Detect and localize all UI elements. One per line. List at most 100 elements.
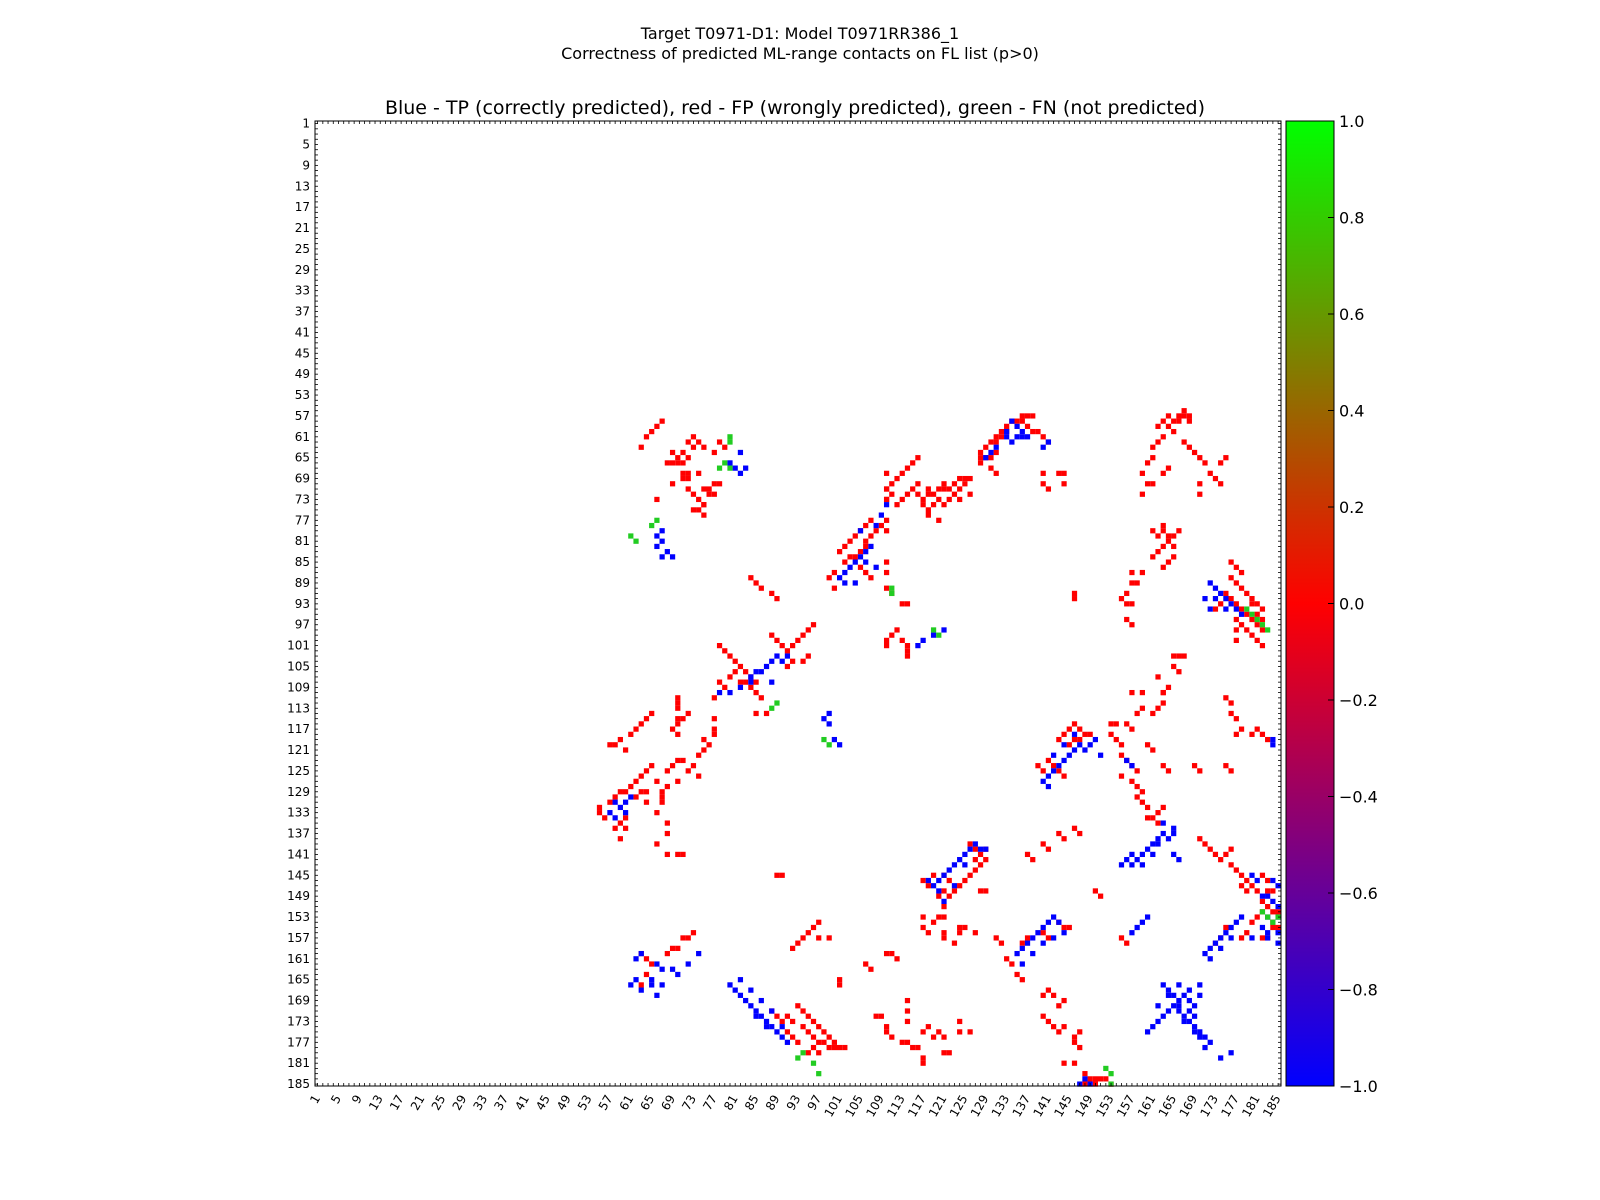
x-tick-label: 81 <box>721 1093 741 1113</box>
contact-tp <box>748 1003 754 1009</box>
contact-fp <box>795 637 801 643</box>
contact-tp <box>1160 820 1166 826</box>
contact-fp <box>649 428 655 435</box>
contact-fp <box>1040 930 1046 936</box>
contact-fp <box>993 449 999 456</box>
contact-fp <box>1004 956 1010 962</box>
colorbar-tick-label: −1.0 <box>1339 1077 1378 1096</box>
contact-fp <box>863 543 869 550</box>
contact-fp <box>1160 543 1166 550</box>
contact-fp <box>957 930 963 936</box>
contact-fp <box>977 851 984 858</box>
contact-fp <box>1040 1013 1046 1019</box>
x-tick-label: 117 <box>905 1093 929 1120</box>
contact-fp <box>962 475 968 482</box>
contact-fp <box>1030 428 1036 435</box>
contact-fp <box>711 449 717 456</box>
contact-fp <box>883 643 890 649</box>
contact-fp <box>612 742 618 748</box>
contact-fp <box>941 1050 947 1056</box>
contact-fp <box>920 1029 926 1035</box>
contact-tp <box>743 997 749 1004</box>
contact-tp <box>852 559 858 565</box>
contact-tp <box>622 810 629 816</box>
contact-fp <box>1202 841 1208 847</box>
contact-fp <box>1066 924 1072 931</box>
contact-tp <box>1181 1013 1187 1019</box>
contact-fp <box>883 950 890 957</box>
contact-fp <box>675 705 681 711</box>
contact-fp <box>753 580 759 586</box>
contact-fp <box>722 648 728 654</box>
contact-fp <box>675 731 681 737</box>
contact-fp <box>690 444 697 450</box>
contact-tp <box>1191 1003 1198 1009</box>
contact-tp <box>1150 1024 1156 1030</box>
contact-fp <box>643 434 650 440</box>
contact-fn <box>1270 919 1276 925</box>
contact-tp <box>1129 930 1135 936</box>
contact-fn <box>654 517 660 523</box>
contact-fp <box>910 486 916 492</box>
contact-fp <box>1077 736 1083 743</box>
contact-fp <box>1144 460 1151 466</box>
contact-tp <box>763 1024 770 1030</box>
contact-fp <box>821 1029 827 1035</box>
contact-fp <box>936 914 942 920</box>
contact-fp <box>1181 439 1187 445</box>
contact-tp <box>769 679 775 685</box>
contact-tp <box>1134 857 1140 863</box>
contact-fp <box>962 877 968 884</box>
contact-fp <box>1071 1060 1078 1066</box>
contact-tp <box>1077 742 1083 748</box>
contact-fp <box>1113 721 1119 727</box>
contact-tp <box>1233 606 1239 612</box>
contact-tp <box>1228 935 1234 941</box>
contact-tp <box>1259 893 1266 899</box>
contact-fp <box>941 904 947 910</box>
y-tick-label: 105 <box>287 659 310 673</box>
x-tick-label: 29 <box>450 1093 470 1113</box>
contact-fp <box>1238 935 1245 941</box>
contact-tp <box>1171 825 1177 831</box>
contact-fp <box>1165 413 1172 419</box>
contact-fp <box>1056 768 1062 774</box>
colorbar-ticks: 1.0 0.8 0.6 0.4 0.2 0.0 −0.2 −0.4 −0.6 −0.8 −1.0 <box>1328 112 1378 1096</box>
contact-fp <box>925 930 931 936</box>
contact-tp <box>1019 434 1025 440</box>
contact-fp <box>1233 601 1239 607</box>
contact-tp <box>1207 606 1213 612</box>
contact-fp <box>878 522 884 529</box>
contact-fp <box>977 455 984 461</box>
contact-fp <box>1139 689 1145 696</box>
contact-tp <box>1176 982 1182 988</box>
x-tick-label: 9 <box>349 1093 365 1107</box>
contact-fp <box>1134 783 1140 790</box>
contact-tp <box>1045 919 1052 925</box>
contact-tp <box>852 580 858 586</box>
contact-tp <box>1218 945 1224 951</box>
contact-fp <box>1171 428 1177 435</box>
x-tick-label: 97 <box>805 1093 825 1113</box>
contact-fp <box>868 966 874 972</box>
contact-fp <box>889 491 895 497</box>
contact-tp <box>1071 747 1078 753</box>
contact-fp <box>1171 663 1177 670</box>
minor-ticks <box>315 121 1281 1086</box>
contact-fp <box>1254 914 1260 920</box>
contact-fp <box>1238 585 1245 591</box>
contact-fp <box>602 815 608 821</box>
contact-fp <box>1171 554 1177 560</box>
contact-fp <box>936 486 942 492</box>
contact-tp <box>1118 862 1125 868</box>
contact-fp <box>998 434 1005 440</box>
contact-tp <box>633 956 639 962</box>
contact-fp <box>696 507 702 513</box>
contact-tp <box>1051 914 1057 920</box>
contact-fp <box>904 1018 911 1025</box>
y-tick-label: 77 <box>295 513 310 527</box>
contact-fp <box>805 1029 811 1035</box>
contact-fp <box>617 736 623 743</box>
contact-fp <box>1265 888 1271 894</box>
contact-tp <box>1223 606 1229 612</box>
